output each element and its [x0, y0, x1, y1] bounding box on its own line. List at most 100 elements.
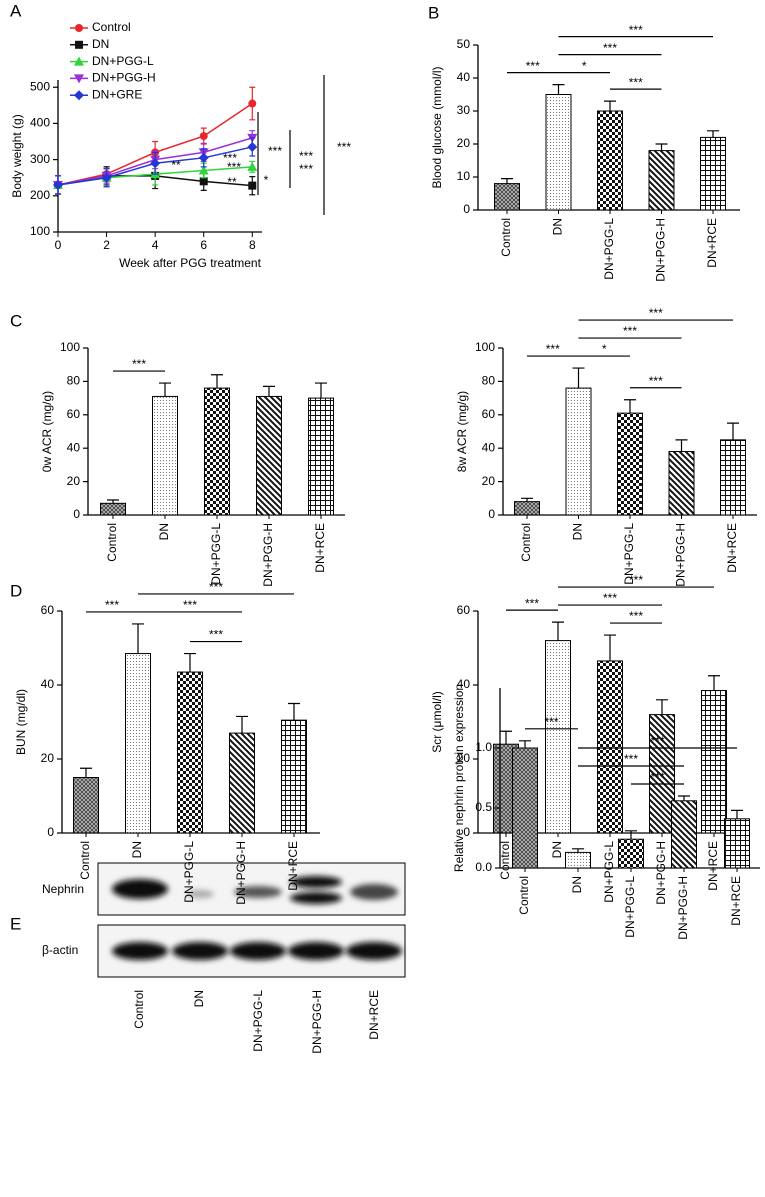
- y-tick-label: 300: [30, 152, 50, 166]
- y-tick-label: 0: [47, 825, 54, 839]
- x-tick-label: DN+RCE: [706, 841, 720, 891]
- significance: ***: [299, 149, 313, 163]
- significance: ***: [629, 609, 643, 623]
- bar: [724, 818, 750, 869]
- bar: [229, 732, 255, 834]
- x-tick-label: DN: [551, 218, 565, 235]
- significance: ***: [268, 144, 282, 158]
- y-tick-label: 20: [482, 474, 496, 488]
- significance: ***: [223, 151, 237, 165]
- marker: [101, 172, 112, 183]
- y-axis-label: BUN (mg/dl): [14, 689, 28, 755]
- x-tick-label: Control: [498, 841, 512, 880]
- y-axis-label: 8w ACR (mg/g): [455, 391, 469, 472]
- marker: [199, 132, 208, 141]
- blot-lane-label: DN+RCE: [367, 990, 381, 1040]
- marker: [247, 161, 258, 171]
- y-tick-label: 30: [457, 103, 471, 117]
- y-tick-label: 100: [475, 340, 495, 354]
- bar: [597, 660, 623, 834]
- error-bar: [604, 100, 616, 111]
- x-tick-label: DN+PGG-L: [602, 218, 616, 280]
- y-axis-label: Blood glucose (mmol/l): [430, 66, 444, 188]
- bar: [152, 395, 178, 516]
- x-tick-label: 0: [55, 238, 62, 252]
- panel-label: A: [10, 1, 22, 20]
- marker: [248, 181, 257, 190]
- x-tick-label: DN+PGG-L: [622, 523, 636, 585]
- x-tick-label: Control: [78, 841, 92, 880]
- x-tick-label: DN: [570, 876, 584, 893]
- x-tick-label: Control: [517, 876, 531, 915]
- significance: ***: [603, 591, 617, 605]
- legend-label: DN+PGG-L: [92, 54, 154, 68]
- legend-marker: [74, 56, 84, 66]
- significance: ***: [650, 734, 664, 748]
- bar: [545, 640, 571, 834]
- error-bar: [315, 382, 327, 399]
- blot: [97, 862, 406, 978]
- y-axis-label: Body weight (g): [10, 114, 24, 197]
- y-tick-label: 0: [463, 825, 470, 839]
- bar: [125, 653, 151, 834]
- y-tick-label: 40: [457, 70, 471, 84]
- x-tick-label: DN: [157, 523, 171, 540]
- bar: [494, 183, 520, 211]
- y-tick-label: 0: [488, 507, 495, 521]
- significance: ***: [132, 357, 146, 371]
- panel-label: E: [10, 914, 21, 933]
- y-tick-label: 400: [30, 116, 50, 130]
- y-axis-label: 0w ACR (mg/g): [40, 391, 54, 472]
- y-tick-label: 0: [463, 202, 470, 216]
- bands: [112, 876, 402, 960]
- significance: ***: [649, 374, 663, 388]
- sig-lines-a: [257, 75, 325, 215]
- x-tick-label: Control: [519, 523, 533, 562]
- legend-label: DN+PGG-H: [92, 71, 156, 85]
- y-tick-label: 60: [41, 603, 55, 617]
- x-tick-label: DN+RCE: [313, 523, 327, 573]
- error-bar: [107, 499, 119, 504]
- significance: ***: [603, 41, 617, 55]
- bar: [668, 451, 695, 516]
- error-bar: [572, 848, 584, 853]
- x-tick-label: 8: [249, 238, 256, 252]
- legend-label: DN+GRE: [92, 87, 142, 101]
- legend-label: DN: [92, 37, 109, 51]
- significance: ***: [629, 573, 643, 587]
- panel-label: B: [428, 3, 439, 22]
- significance: *: [264, 173, 269, 187]
- error-bar: [184, 652, 196, 673]
- blot-lane-label: Control: [132, 990, 146, 1029]
- y-tick-label: 40: [457, 677, 471, 691]
- y-tick-label: 60: [67, 407, 81, 421]
- bar: [256, 395, 282, 516]
- x-tick-label: DN+PGG-L: [602, 841, 616, 903]
- error-bar: [655, 143, 668, 151]
- significance: **: [171, 158, 181, 172]
- bar: [177, 671, 203, 834]
- bar: [545, 94, 572, 211]
- error-bar: [519, 740, 531, 748]
- error-bar: [159, 382, 171, 397]
- significance: ***: [227, 160, 241, 174]
- error-bar: [500, 730, 512, 745]
- significance: ***: [624, 752, 638, 766]
- bar: [281, 719, 307, 834]
- marker: [199, 177, 208, 186]
- y-axis-label: Scr (μmol/l): [430, 691, 444, 753]
- significance: ***: [299, 162, 313, 176]
- bar: [565, 851, 591, 869]
- bar: [700, 136, 726, 211]
- error-bar: [624, 399, 636, 414]
- y-tick-label: 10: [457, 169, 471, 183]
- y-tick-label: 60: [482, 407, 496, 421]
- error-bar: [211, 374, 223, 389]
- significance: ***: [526, 59, 540, 73]
- bar: [512, 747, 538, 869]
- legend-marker: [74, 90, 84, 101]
- significance: ***: [337, 140, 351, 154]
- marker: [150, 158, 161, 169]
- bar: [73, 777, 99, 834]
